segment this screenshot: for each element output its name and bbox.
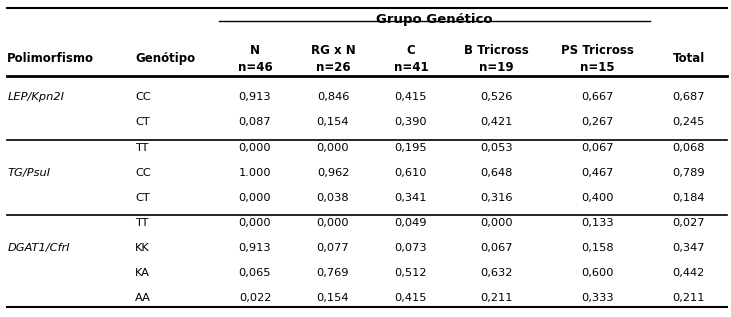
Text: 0,049: 0,049: [395, 218, 427, 228]
Text: 0,512: 0,512: [395, 268, 427, 278]
Text: TG/PsuI: TG/PsuI: [7, 168, 50, 178]
Text: 0,526: 0,526: [480, 92, 512, 102]
Text: 0,347: 0,347: [673, 243, 705, 253]
Text: CT: CT: [135, 117, 150, 127]
Text: 0,400: 0,400: [582, 193, 614, 203]
Text: 0,211: 0,211: [480, 293, 512, 303]
Text: 0,769: 0,769: [317, 268, 349, 278]
Text: 0,068: 0,068: [673, 143, 705, 152]
Text: 0,267: 0,267: [582, 117, 614, 127]
Text: 0,053: 0,053: [480, 143, 512, 152]
Text: 0,415: 0,415: [395, 293, 427, 303]
Text: 0,000: 0,000: [238, 143, 271, 152]
Text: 0,065: 0,065: [239, 268, 271, 278]
Text: 0,154: 0,154: [317, 117, 349, 127]
Text: CC: CC: [135, 168, 151, 178]
Text: 0,067: 0,067: [480, 243, 512, 253]
Text: 0,000: 0,000: [317, 143, 349, 152]
Text: 0,913: 0,913: [238, 243, 271, 253]
Text: KA: KA: [135, 268, 150, 278]
Text: 0,158: 0,158: [581, 243, 614, 253]
Text: 0,245: 0,245: [673, 117, 705, 127]
Text: C: C: [406, 44, 415, 57]
Text: 0,667: 0,667: [582, 92, 614, 102]
Text: 0,316: 0,316: [480, 193, 512, 203]
Text: 0,027: 0,027: [673, 218, 705, 228]
Text: 0,846: 0,846: [317, 92, 349, 102]
Text: 0,687: 0,687: [673, 92, 705, 102]
Text: 0,211: 0,211: [673, 293, 705, 303]
Text: Grupo Genético: Grupo Genético: [376, 13, 493, 26]
Text: n=19: n=19: [479, 61, 514, 74]
Text: KK: KK: [135, 243, 150, 253]
Text: 0,022: 0,022: [239, 293, 271, 303]
Text: 0,087: 0,087: [238, 117, 271, 127]
Text: 0,000: 0,000: [238, 218, 271, 228]
Text: 0,632: 0,632: [480, 268, 512, 278]
Text: 0,390: 0,390: [395, 117, 427, 127]
Text: 0,648: 0,648: [480, 168, 512, 178]
Text: Total: Total: [673, 52, 705, 65]
Text: n=26: n=26: [316, 61, 350, 74]
Text: CT: CT: [135, 193, 150, 203]
Text: RG x N: RG x N: [311, 44, 355, 57]
Text: B Tricross: B Tricross: [464, 44, 529, 57]
Text: 0,610: 0,610: [395, 168, 427, 178]
Text: 0,442: 0,442: [673, 268, 705, 278]
Text: 0,600: 0,600: [582, 268, 614, 278]
Text: 0,789: 0,789: [673, 168, 705, 178]
Text: 0,077: 0,077: [317, 243, 349, 253]
Text: TT: TT: [135, 218, 148, 228]
Text: TT: TT: [135, 143, 148, 152]
Text: 0,913: 0,913: [238, 92, 271, 102]
Text: 0,073: 0,073: [395, 243, 427, 253]
Text: 0,962: 0,962: [317, 168, 349, 178]
Text: Polimorfismo: Polimorfismo: [7, 52, 94, 65]
Text: AA: AA: [135, 293, 151, 303]
Text: n=15: n=15: [580, 61, 615, 74]
Text: 0,421: 0,421: [480, 117, 512, 127]
Text: 1.000: 1.000: [238, 168, 271, 178]
Text: DGAT1/CfrI: DGAT1/CfrI: [7, 243, 70, 253]
Text: n=46: n=46: [238, 61, 273, 74]
Text: n=41: n=41: [393, 61, 428, 74]
Text: 0,000: 0,000: [317, 218, 349, 228]
Text: 0,038: 0,038: [317, 193, 349, 203]
Text: Genótipo: Genótipo: [135, 52, 195, 65]
Text: CC: CC: [135, 92, 151, 102]
Text: 0,000: 0,000: [480, 218, 512, 228]
Text: 0,341: 0,341: [395, 193, 427, 203]
Text: 0,195: 0,195: [395, 143, 427, 152]
Text: N: N: [250, 44, 260, 57]
Text: PS Tricross: PS Tricross: [561, 44, 635, 57]
Text: 0,133: 0,133: [581, 218, 614, 228]
Text: 0,333: 0,333: [581, 293, 614, 303]
Text: 0,067: 0,067: [582, 143, 614, 152]
Text: 0,000: 0,000: [238, 193, 271, 203]
Text: 0,154: 0,154: [317, 293, 349, 303]
Text: 0,415: 0,415: [395, 92, 427, 102]
Text: 0,467: 0,467: [582, 168, 614, 178]
Text: LEP/Kpn2I: LEP/Kpn2I: [7, 92, 64, 102]
Text: 0,184: 0,184: [673, 193, 705, 203]
